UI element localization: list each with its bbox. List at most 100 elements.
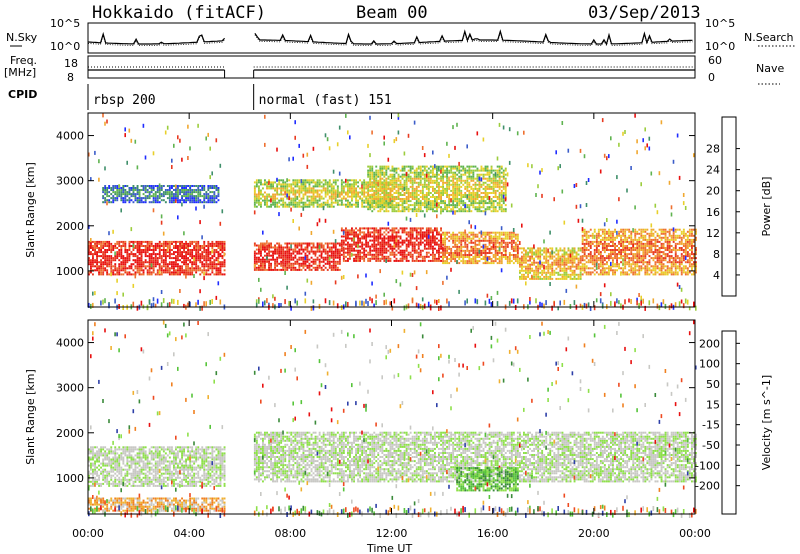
heatmap-cell: [274, 297, 276, 301]
heatmap-cell: [339, 255, 341, 257]
heatmap-cell: [347, 242, 349, 244]
heatmap-cell: [292, 157, 294, 161]
heatmap-cell: [404, 229, 406, 231]
heatmap-cell: [177, 249, 179, 251]
heatmap-cell: [305, 256, 307, 260]
heatmap-cell: [129, 259, 131, 261]
heatmap-cell: [209, 175, 211, 179]
heatmap-cell: [381, 178, 383, 180]
heatmap-cell: [456, 256, 458, 258]
heatmap-cell: [410, 208, 412, 210]
heatmap-cell: [100, 259, 102, 261]
heatmap-cell: [392, 188, 394, 190]
heatmap-cell: [203, 201, 205, 203]
heatmap-cell: [274, 190, 276, 192]
heatmap-cell: [444, 250, 446, 252]
heatmap-cell: [96, 243, 98, 245]
heatmap-cell: [118, 249, 120, 251]
heatmap-cell: [135, 247, 137, 249]
heatmap-cell: [446, 206, 448, 208]
heatmap-cell: [207, 245, 209, 247]
heatmap-cell: [456, 254, 458, 256]
heatmap-cell: [493, 188, 495, 190]
heatmap-cell: [290, 249, 292, 251]
heatmap-cell: [418, 200, 420, 202]
heatmap-cell: [122, 265, 124, 267]
heatmap-cell: [487, 232, 489, 234]
heatmap-cell: [398, 188, 400, 190]
heatmap-cell: [481, 174, 483, 176]
heatmap-cell: [499, 238, 501, 240]
heatmap-cell: [408, 174, 410, 176]
heatmap-cell: [466, 180, 468, 182]
heatmap-cell: [284, 183, 286, 185]
heatmap-cell: [434, 238, 436, 240]
heatmap-cell: [493, 232, 495, 234]
heatmap-cell: [479, 206, 481, 208]
heatmap-cell: [379, 258, 381, 260]
heatmap-cell: [197, 197, 199, 199]
heatmap-cell: [106, 195, 108, 197]
heatmap-cell: [197, 255, 199, 257]
heatmap-cell: [450, 258, 452, 260]
heatmap-cell: [341, 242, 343, 244]
heatmap-cell: [305, 187, 307, 189]
heatmap-cell: [357, 194, 359, 196]
heatmap-cell: [163, 241, 165, 243]
heatmap-cell: [335, 190, 337, 192]
heatmap-cell: [282, 185, 284, 187]
heatmap-cell: [199, 191, 201, 193]
heatmap-cell: [396, 182, 398, 184]
heatmap-cell: [432, 234, 434, 236]
heatmap-cell: [329, 261, 331, 263]
heatmap-cell: [151, 271, 153, 273]
heatmap-cell: [151, 201, 153, 203]
heatmap-cell: [464, 246, 466, 248]
heatmap-cell: [305, 243, 307, 245]
heatmap-cell: [116, 191, 118, 193]
heatmap-cell: [155, 249, 157, 251]
heatmap-cell: [479, 232, 481, 234]
heatmap-cell: [260, 183, 262, 185]
heatmap-cell: [179, 265, 181, 267]
heatmap-cell: [266, 253, 268, 255]
heatmap-cell: [266, 183, 268, 185]
heatmap-cell: [444, 244, 446, 246]
heatmap-cell: [426, 208, 428, 210]
heatmap-cell: [301, 192, 303, 194]
heatmap-cell: [347, 244, 349, 246]
heatmap-cell: [120, 193, 122, 195]
heatmap-cell: [472, 202, 474, 204]
heatmap-cell: [305, 183, 307, 185]
heatmap-cell: [313, 200, 315, 202]
heatmap-cell: [282, 269, 284, 271]
heatmap-cell: [331, 249, 333, 251]
heatmap-cell: [325, 257, 327, 259]
heatmap-cell: [426, 252, 428, 254]
heatmap-cell: [211, 197, 213, 199]
heatmap-cell: [203, 193, 205, 195]
heatmap-cell: [311, 190, 313, 192]
heatmap-cell: [151, 243, 153, 245]
heatmap-cell: [381, 240, 383, 242]
heatmap-cell: [189, 269, 191, 271]
heatmap-cell: [278, 183, 280, 185]
heatmap-cell: [305, 179, 307, 181]
heatmap-cell: [278, 253, 280, 255]
heatmap-cell: [126, 193, 128, 195]
heatmap-cell: [481, 206, 483, 208]
heatmap-cell: [268, 206, 270, 208]
heatmap-cell: [171, 195, 173, 197]
heatmap-cell: [373, 258, 375, 260]
heatmap-cell: [112, 187, 114, 189]
heatmap-cell: [361, 206, 363, 208]
heatmap-cell: [454, 234, 456, 236]
heatmap-cell: [483, 204, 485, 206]
heatmap-cell: [337, 267, 339, 269]
heatmap-cell: [410, 166, 412, 168]
heatmap-cell: [452, 196, 454, 198]
heatmap-cell: [173, 199, 175, 201]
heatmap-cell: [266, 200, 268, 202]
heatmap-cell: [207, 241, 209, 243]
heatmap-cell: [301, 187, 303, 189]
